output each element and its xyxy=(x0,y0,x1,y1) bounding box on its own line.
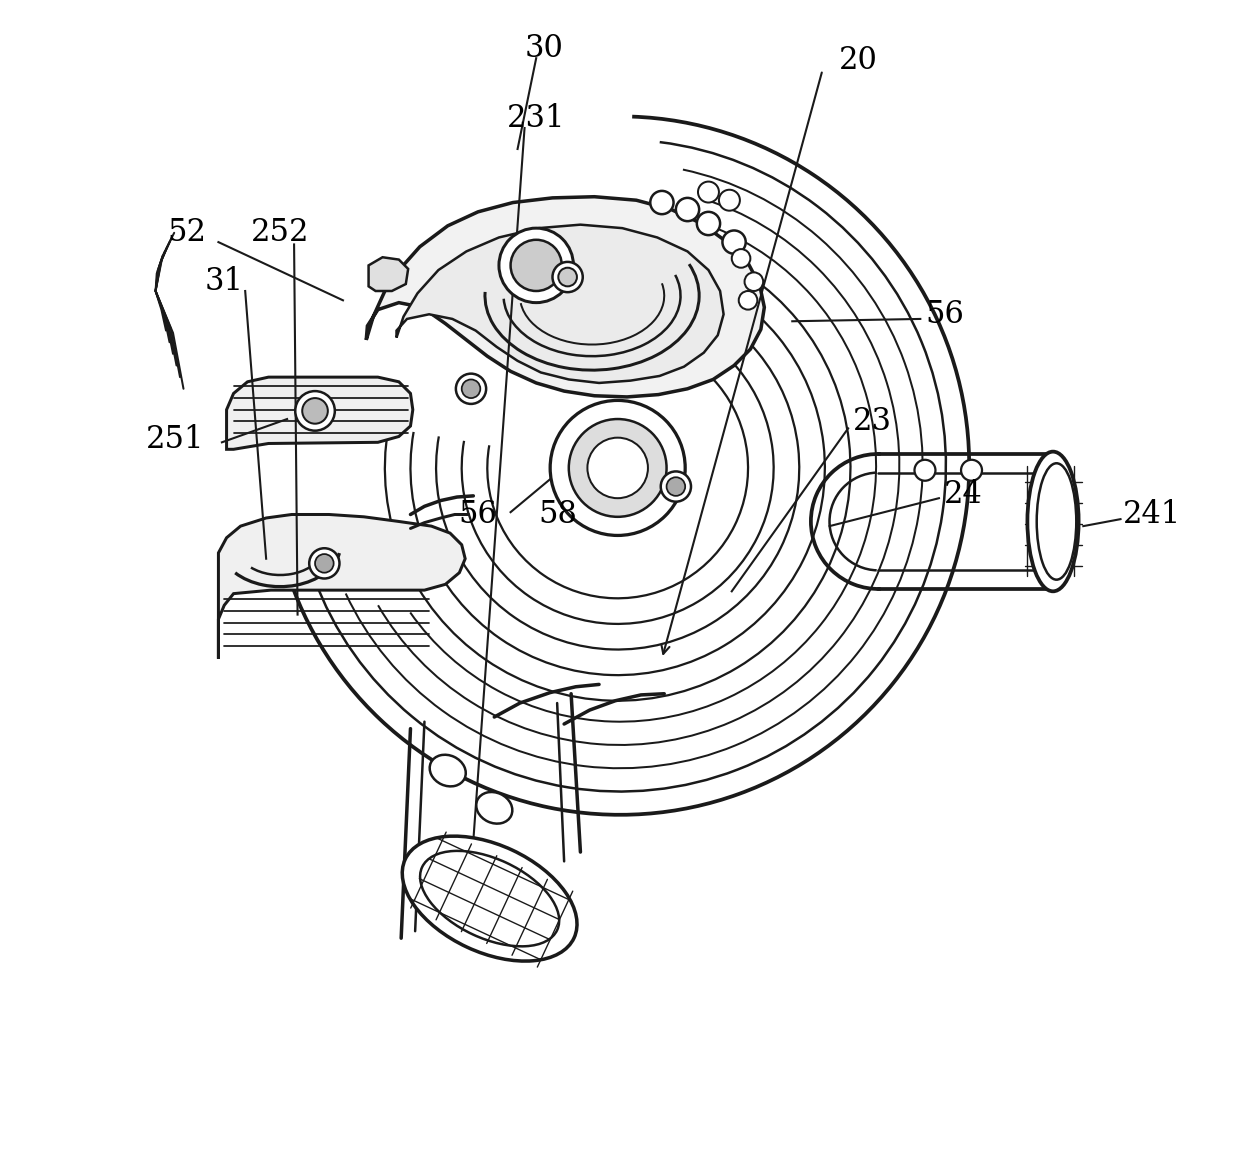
Text: 56: 56 xyxy=(925,299,963,329)
Polygon shape xyxy=(366,197,764,397)
Ellipse shape xyxy=(914,460,935,481)
Circle shape xyxy=(558,268,577,286)
Text: 241: 241 xyxy=(1123,499,1180,530)
Polygon shape xyxy=(218,514,465,659)
Text: 56: 56 xyxy=(459,499,497,530)
Circle shape xyxy=(744,272,763,291)
Ellipse shape xyxy=(402,836,577,961)
Text: 58: 58 xyxy=(538,499,578,530)
Text: 231: 231 xyxy=(507,104,565,134)
Circle shape xyxy=(511,240,562,291)
Circle shape xyxy=(498,228,573,303)
Text: 52: 52 xyxy=(167,218,207,248)
Circle shape xyxy=(697,212,720,235)
Circle shape xyxy=(315,554,334,573)
Circle shape xyxy=(667,477,686,496)
Circle shape xyxy=(698,182,719,203)
Circle shape xyxy=(569,419,667,517)
Text: 251: 251 xyxy=(146,425,205,455)
Circle shape xyxy=(732,249,750,268)
Text: 23: 23 xyxy=(853,406,892,436)
Circle shape xyxy=(309,548,340,579)
Text: 24: 24 xyxy=(944,480,982,510)
Ellipse shape xyxy=(1028,452,1079,591)
Polygon shape xyxy=(397,225,724,383)
Circle shape xyxy=(588,438,649,498)
Polygon shape xyxy=(227,377,413,449)
Polygon shape xyxy=(368,257,408,291)
Text: 30: 30 xyxy=(525,34,564,64)
Ellipse shape xyxy=(476,792,512,824)
Ellipse shape xyxy=(961,460,982,481)
Circle shape xyxy=(456,374,486,404)
Text: 20: 20 xyxy=(838,45,878,76)
Circle shape xyxy=(739,291,758,310)
Circle shape xyxy=(719,190,740,211)
Ellipse shape xyxy=(303,398,327,424)
Circle shape xyxy=(723,230,745,254)
Text: 31: 31 xyxy=(205,267,244,297)
Circle shape xyxy=(551,400,686,535)
Text: 252: 252 xyxy=(250,218,309,248)
Circle shape xyxy=(553,262,583,292)
Circle shape xyxy=(461,379,480,398)
Circle shape xyxy=(650,191,673,214)
Circle shape xyxy=(661,471,691,502)
Circle shape xyxy=(676,198,699,221)
Ellipse shape xyxy=(420,851,559,946)
Ellipse shape xyxy=(295,391,335,431)
Ellipse shape xyxy=(430,754,466,787)
Ellipse shape xyxy=(1037,463,1076,580)
